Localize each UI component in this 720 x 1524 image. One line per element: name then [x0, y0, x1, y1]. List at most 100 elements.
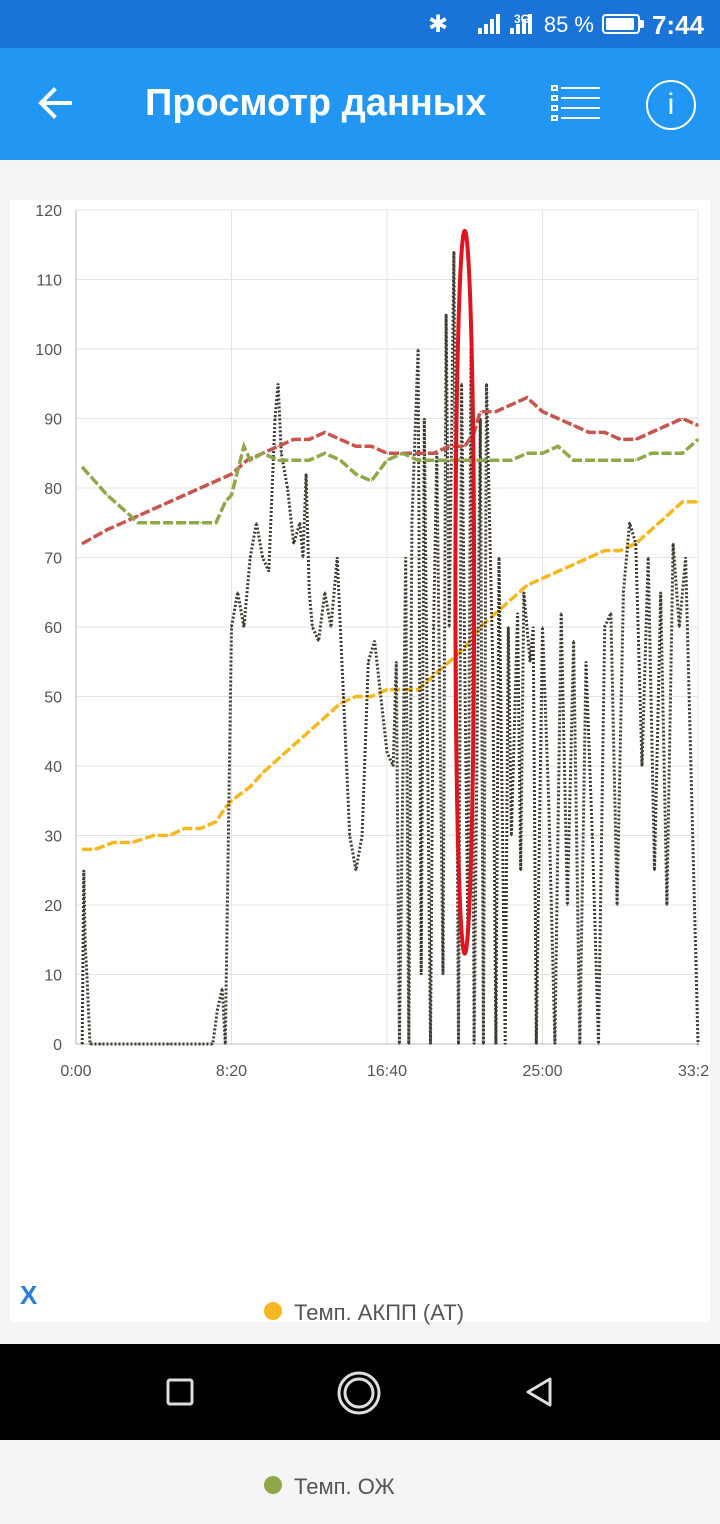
data-point	[423, 417, 426, 420]
data-point	[697, 1043, 699, 1045]
data-point	[240, 793, 242, 795]
data-point	[121, 521, 124, 524]
status-bar: ✱ 3G 85 % 7:44	[0, 0, 720, 48]
data-point	[495, 1043, 497, 1045]
data-point	[479, 459, 482, 462]
data-point	[690, 799, 693, 802]
data-point	[261, 556, 264, 559]
data-point	[317, 640, 320, 642]
data-point	[277, 382, 279, 385]
data-point	[230, 494, 233, 496]
back-arrow-icon[interactable]	[30, 78, 80, 128]
data-point	[84, 945, 87, 948]
data-point	[557, 417, 559, 420]
data-point	[407, 1043, 410, 1045]
data-point	[395, 660, 398, 663]
clock: 7:44	[651, 10, 704, 40]
x-tick-label: 0:00	[60, 1063, 91, 1080]
data-point	[666, 904, 668, 906]
data-point	[93, 535, 96, 538]
data-point	[635, 542, 637, 545]
data-point	[541, 452, 544, 455]
legend-marker	[264, 1476, 282, 1494]
data-point	[560, 612, 562, 614]
data-point	[557, 445, 559, 448]
list-icon[interactable]	[550, 84, 602, 124]
data-point	[442, 973, 444, 976]
data-point	[168, 501, 171, 503]
data-point	[106, 528, 108, 531]
data-point	[619, 438, 622, 441]
data-point	[249, 556, 251, 559]
data-point	[547, 799, 550, 802]
x-tick-label: 8:20	[216, 1063, 247, 1080]
data-point	[286, 487, 289, 489]
data-point	[292, 459, 295, 462]
data-point	[184, 827, 186, 830]
data-point	[541, 577, 544, 580]
data-point	[432, 626, 435, 628]
data-point	[339, 438, 342, 441]
data-point	[324, 431, 326, 434]
series-line	[81, 395, 699, 546]
data-point	[603, 459, 606, 462]
data-point	[280, 452, 283, 455]
data-point	[100, 1043, 102, 1045]
data-point	[588, 459, 590, 462]
y-tick-label: 50	[44, 690, 62, 707]
data-point	[432, 452, 435, 455]
close-button[interactable]: X	[20, 1280, 38, 1310]
data-point	[199, 827, 202, 830]
data-point	[572, 459, 575, 462]
data-point	[81, 1043, 84, 1045]
data-point	[448, 459, 451, 462]
data-point	[199, 1043, 202, 1045]
data-point	[666, 424, 668, 427]
data-point	[635, 438, 637, 441]
data-point	[622, 591, 625, 594]
back-nav-icon[interactable]	[524, 1376, 554, 1413]
signal-icon	[510, 14, 534, 34]
data-point	[370, 695, 373, 698]
data-point	[498, 556, 500, 559]
info-icon[interactable]: i	[646, 80, 696, 130]
data-point	[339, 702, 342, 705]
data-point	[336, 556, 339, 559]
data-point	[184, 521, 186, 524]
data-point	[532, 626, 534, 628]
data-point	[697, 438, 699, 441]
data-point	[482, 1043, 485, 1045]
data-point	[448, 445, 451, 448]
data-point	[647, 556, 650, 559]
data-point	[697, 424, 699, 427]
home-icon[interactable]	[336, 1370, 382, 1421]
data-point	[650, 528, 653, 531]
data-point	[641, 765, 643, 767]
data-point	[401, 452, 404, 455]
data-point	[684, 556, 687, 559]
data-point	[650, 452, 653, 455]
data-point	[249, 786, 251, 788]
data-point	[504, 1043, 506, 1045]
data-point	[215, 820, 217, 823]
legend-label: Темп. АКПП (AT)	[294, 1300, 465, 1325]
data-point	[215, 521, 217, 524]
data-point	[81, 542, 84, 545]
signal-icon	[478, 14, 502, 34]
recent-apps-icon[interactable]	[166, 1378, 194, 1411]
data-point	[221, 987, 223, 990]
chart-card: 0 10 20 30 40 50 60 70 80 90 100 110 120 0:00 8:20 16:4…	[10, 200, 710, 1499]
data-point	[541, 410, 544, 413]
data-point	[168, 1043, 171, 1045]
data-point	[591, 834, 594, 837]
battery-icon	[602, 14, 640, 34]
data-point	[619, 459, 622, 462]
data-point	[566, 904, 569, 906]
data-point	[572, 424, 575, 427]
bluetooth-icon: ✱	[428, 11, 449, 38]
x-tick-label: 33:20	[678, 1063, 710, 1080]
data-point	[246, 459, 248, 462]
data-point	[277, 459, 279, 462]
data-point	[510, 403, 513, 406]
data-point	[168, 834, 171, 837]
